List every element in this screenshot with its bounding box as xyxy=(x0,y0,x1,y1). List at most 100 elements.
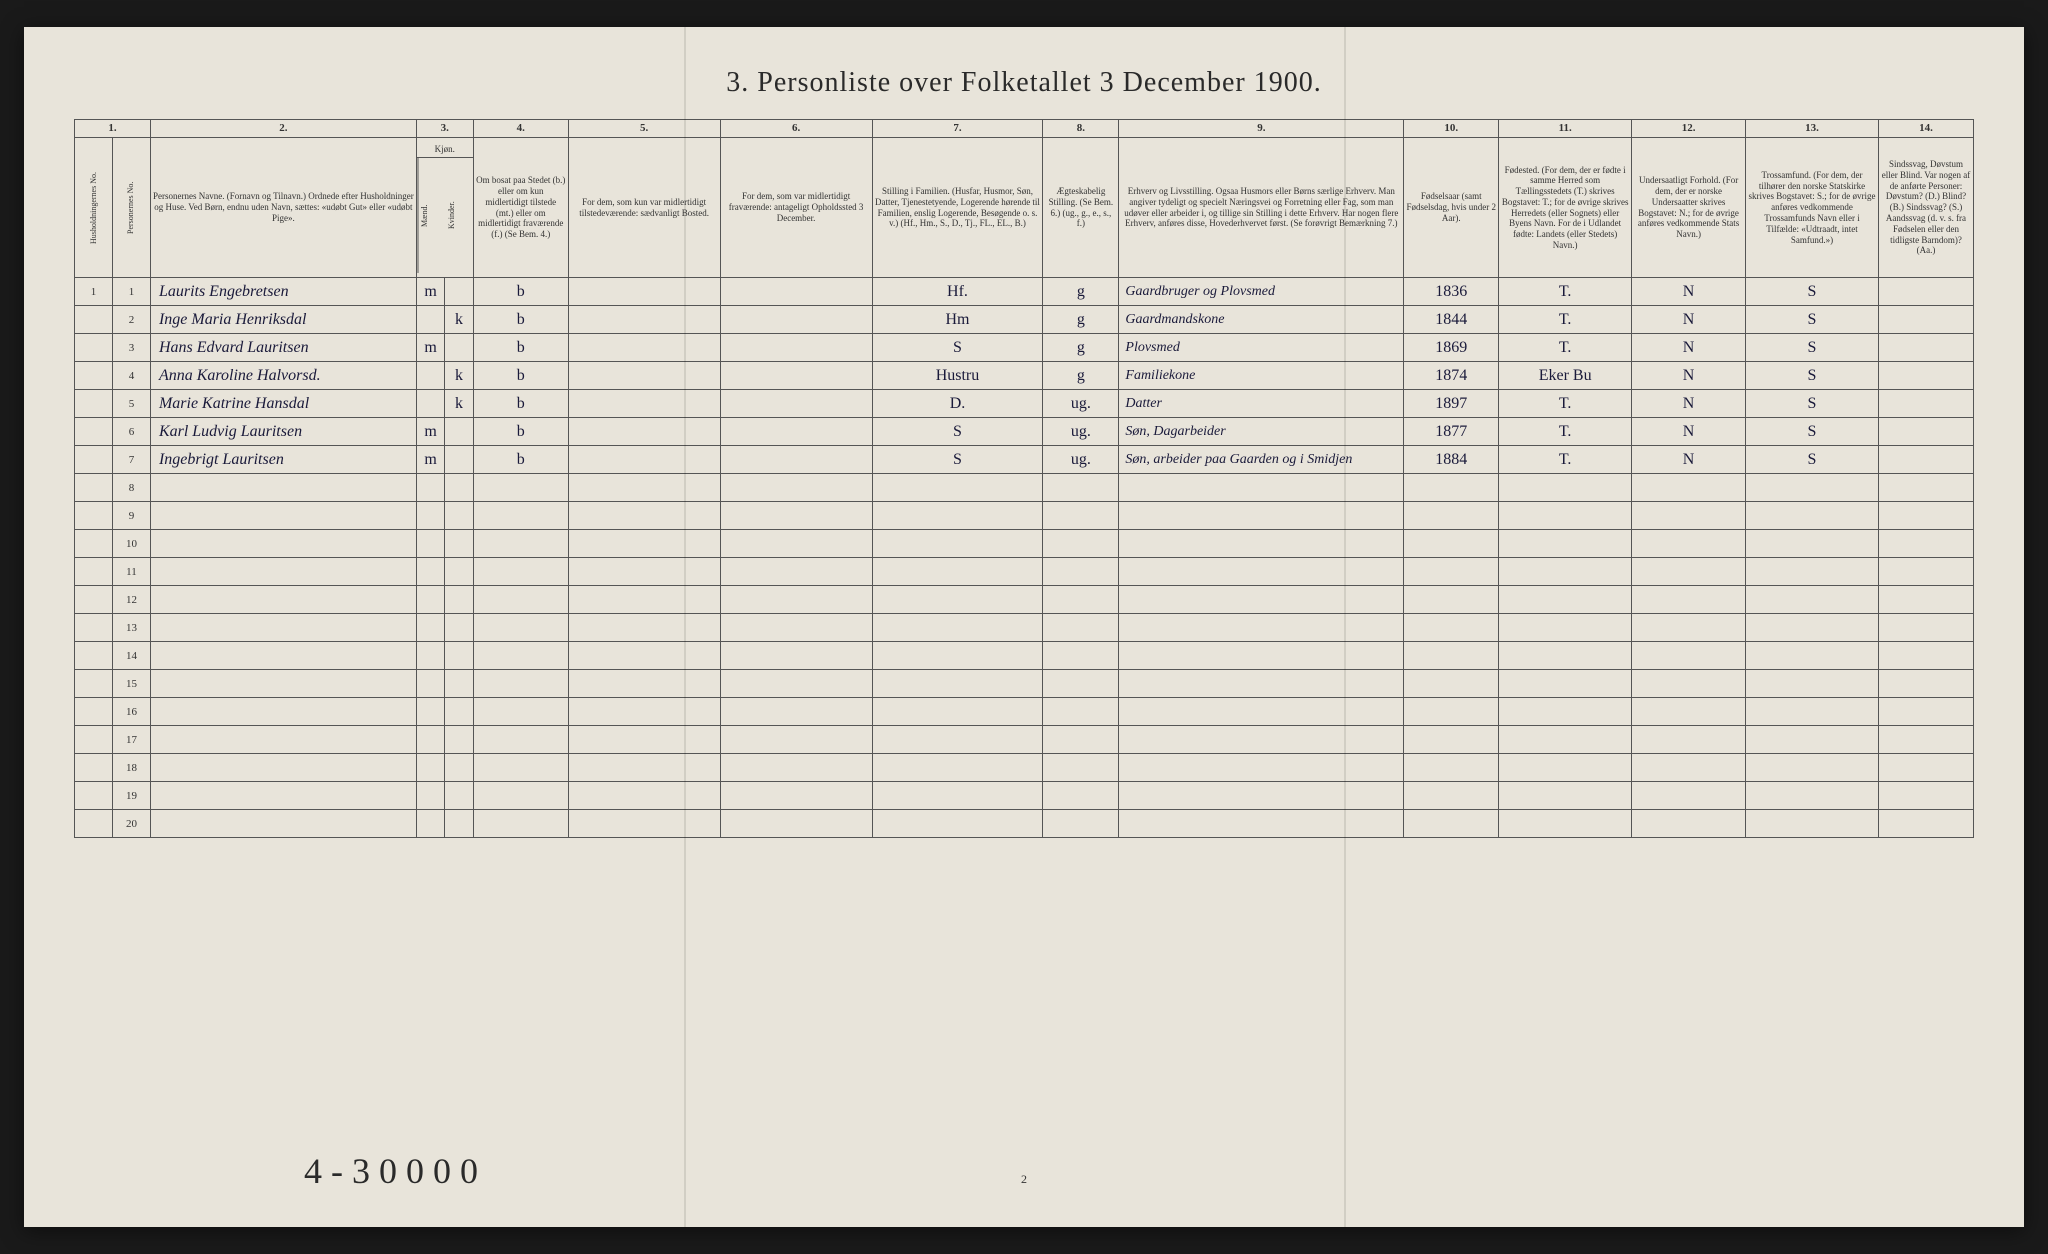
cell-marital: ug. xyxy=(1043,446,1119,474)
colnum-2: 2. xyxy=(150,120,416,138)
cell-family-pos: Hm xyxy=(872,306,1043,334)
cell-disability xyxy=(1878,390,1973,418)
cell-rownum: 19 xyxy=(112,782,150,810)
cell-nationality: N xyxy=(1632,362,1746,390)
cell-marital: ug. xyxy=(1043,390,1119,418)
colnum-6: 6. xyxy=(720,120,872,138)
cell-disability xyxy=(1878,446,1973,474)
cell-rownum: 10 xyxy=(112,530,150,558)
header-marital: Ægteskabelig Stilling. (Se Bem. 6.) (ug.… xyxy=(1043,138,1119,278)
colnum-14: 14. xyxy=(1878,120,1973,138)
colnum-12: 12. xyxy=(1632,120,1746,138)
table-row-empty: 11 xyxy=(75,558,1974,586)
cell-religion: S xyxy=(1746,390,1879,418)
table-row-empty: 18 xyxy=(75,754,1974,782)
table-row-empty: 16 xyxy=(75,698,1974,726)
cell-rownum: 16 xyxy=(112,698,150,726)
cell-female xyxy=(445,418,473,446)
cell-male: m xyxy=(416,446,444,474)
cell-birthyear: 1874 xyxy=(1404,362,1499,390)
cell-male: m xyxy=(416,334,444,362)
cell-rownum: 15 xyxy=(112,670,150,698)
header-disability: Sindssvag, Døvstum eller Blind. Var noge… xyxy=(1878,138,1973,278)
header-household-no: Husholdningernes No. xyxy=(75,138,113,278)
cell-family-pos: S xyxy=(872,334,1043,362)
cell-c5 xyxy=(568,446,720,474)
cell-person-no: 4 xyxy=(112,362,150,390)
cell-rownum xyxy=(75,698,113,726)
cell-religion: S xyxy=(1746,418,1879,446)
table-row: 7 Ingebrigt Lauritsen m b S ug. Søn, arb… xyxy=(75,446,1974,474)
cell-nationality: N xyxy=(1632,446,1746,474)
page-fold-right xyxy=(1344,27,1346,1227)
table-row-empty: 19 xyxy=(75,782,1974,810)
cell-rownum: 14 xyxy=(112,642,150,670)
cell-family-pos: Hustru xyxy=(872,362,1043,390)
cell-household-no xyxy=(75,446,113,474)
cell-male: m xyxy=(416,278,444,306)
cell-c6 xyxy=(720,390,872,418)
cell-rownum xyxy=(75,754,113,782)
cell-person-no: 7 xyxy=(112,446,150,474)
cell-female xyxy=(445,334,473,362)
cell-rownum: 13 xyxy=(112,614,150,642)
cell-person-no: 5 xyxy=(112,390,150,418)
table-row-empty: 20 xyxy=(75,810,1974,838)
cell-rownum xyxy=(75,670,113,698)
cell-female: k xyxy=(445,390,473,418)
cell-name: Inge Maria Henriksdal xyxy=(150,306,416,334)
table-row: 6 Karl Ludvig Lauritsen m b S ug. Søn, D… xyxy=(75,418,1974,446)
cell-residence: b xyxy=(473,278,568,306)
cell-rownum xyxy=(75,782,113,810)
cell-c5 xyxy=(568,362,720,390)
header-residence: Om bosat paa Stedet (b.) eller om kun mi… xyxy=(473,138,568,278)
cell-marital: g xyxy=(1043,334,1119,362)
colnum-3: 3. xyxy=(416,120,473,138)
cell-rownum xyxy=(75,586,113,614)
header-sex: Kjøn. Mænd. Kvinder. xyxy=(416,138,473,278)
cell-birthyear: 1884 xyxy=(1404,446,1499,474)
table-row: 1 1 Laurits Engebretsen m b Hf. g Gaardb… xyxy=(75,278,1974,306)
header-sex-label: Kjøn. xyxy=(417,142,473,158)
header-religion: Trossamfund. (For dem, der tilhører den … xyxy=(1746,138,1879,278)
colnum-10: 10. xyxy=(1404,120,1499,138)
table-row-empty: 10 xyxy=(75,530,1974,558)
table-row: 2 Inge Maria Henriksdal k b Hm g Gaardma… xyxy=(75,306,1974,334)
cell-religion: S xyxy=(1746,306,1879,334)
cell-c6 xyxy=(720,362,872,390)
header-nationality: Undersaatligt Forhold. (For dem, der er … xyxy=(1632,138,1746,278)
cell-rownum xyxy=(75,726,113,754)
cell-rownum xyxy=(75,502,113,530)
page-number: 2 xyxy=(1021,1172,1027,1187)
header-temp-present: For dem, som kun var midlertidigt tilste… xyxy=(568,138,720,278)
cell-c5 xyxy=(568,390,720,418)
cell-family-pos: S xyxy=(872,418,1043,446)
header-birthyear: Fødselsaar (samt Fødselsdag, hvis under … xyxy=(1404,138,1499,278)
cell-family-pos: S xyxy=(872,446,1043,474)
cell-c5 xyxy=(568,306,720,334)
cell-disability xyxy=(1878,334,1973,362)
column-header-row: Husholdningernes No. Personernes No. Per… xyxy=(75,138,1974,278)
cell-birthplace: Eker Bu xyxy=(1499,362,1632,390)
cell-religion: S xyxy=(1746,362,1879,390)
cell-male xyxy=(416,390,444,418)
cell-c6 xyxy=(720,446,872,474)
cell-c5 xyxy=(568,334,720,362)
table-body: 1 1 Laurits Engebretsen m b Hf. g Gaardb… xyxy=(75,278,1974,838)
cell-occupation: Familiekone xyxy=(1119,362,1404,390)
cell-male xyxy=(416,362,444,390)
cell-name: Karl Ludvig Lauritsen xyxy=(150,418,416,446)
cell-nationality: N xyxy=(1632,306,1746,334)
cell-person-no: 6 xyxy=(112,418,150,446)
cell-religion: S xyxy=(1746,334,1879,362)
cell-rownum xyxy=(75,642,113,670)
cell-birthplace: T. xyxy=(1499,278,1632,306)
colnum-13: 13. xyxy=(1746,120,1879,138)
cell-disability xyxy=(1878,306,1973,334)
handwritten-footnote: 4 - 3 0 0 0 0 xyxy=(304,1150,478,1192)
cell-rownum: 17 xyxy=(112,726,150,754)
table-row-empty: 9 xyxy=(75,502,1974,530)
page-fold-left xyxy=(684,27,686,1227)
cell-occupation: Plovsmed xyxy=(1119,334,1404,362)
cell-household-no xyxy=(75,418,113,446)
